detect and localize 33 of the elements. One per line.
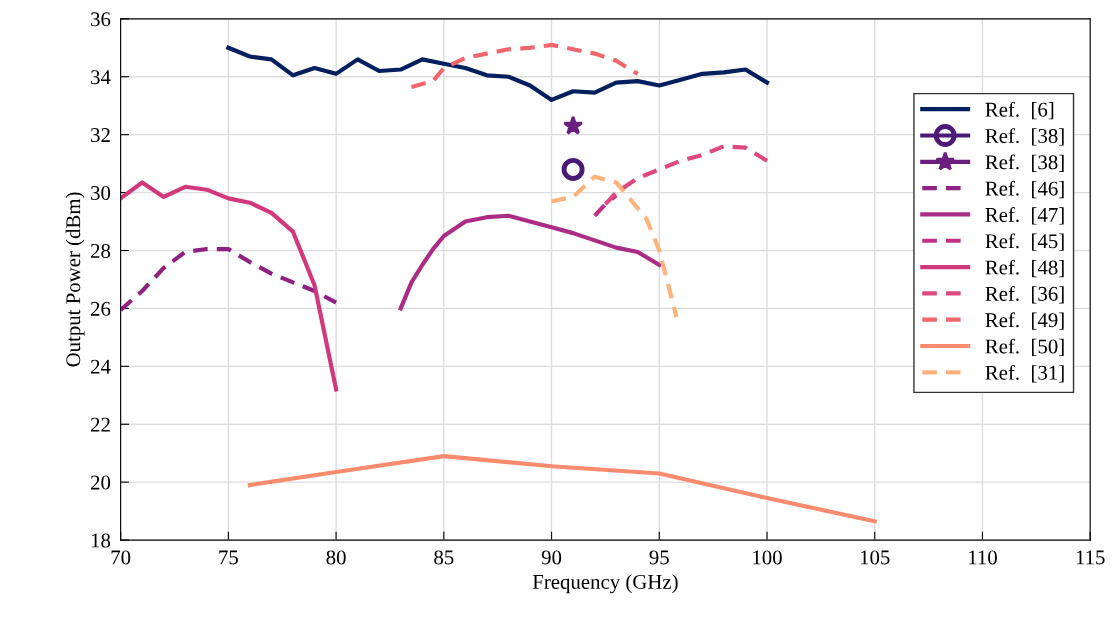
legend-label: Ref. [49] bbox=[985, 312, 1064, 330]
y-tick-label: 24 bbox=[91, 359, 111, 374]
legend-label: Ref. [31] bbox=[985, 364, 1064, 383]
legend-label: Ref. [47] bbox=[985, 207, 1064, 225]
y-tick-label: 20 bbox=[91, 475, 111, 490]
x-tick-label: 95 bbox=[649, 550, 669, 565]
legend-label: Ref. [46] bbox=[985, 180, 1064, 199]
legend-label: Ref. [48] bbox=[985, 259, 1064, 278]
legend-label: Ref. [36] bbox=[985, 286, 1064, 304]
y-axis-title: Output Power (dBm) bbox=[65, 192, 85, 367]
legend-label: Ref. [6] bbox=[985, 101, 1054, 120]
x-tick-label: 80 bbox=[326, 550, 346, 565]
legend-label: Ref. [38] bbox=[985, 128, 1064, 146]
x-tick-label: 90 bbox=[541, 550, 562, 565]
x-tick-label: 100 bbox=[753, 550, 782, 565]
y-tick-label: 36 bbox=[91, 12, 111, 27]
x-tick-label: 75 bbox=[219, 550, 238, 565]
y-tick-label: 34 bbox=[91, 70, 111, 85]
legend-label: Ref. [38] bbox=[985, 154, 1064, 172]
x-axis-title: Frequency (GHz) bbox=[532, 574, 678, 594]
y-tick-label: 28 bbox=[91, 243, 111, 258]
x-tick-label: 85 bbox=[434, 550, 454, 565]
x-tick-label: 110 bbox=[969, 550, 997, 565]
legend-label: Ref. [45] bbox=[985, 233, 1064, 251]
legend-label: Ref. [50] bbox=[985, 338, 1064, 357]
y-tick-label: 30 bbox=[91, 185, 111, 201]
y-tick-label: 32 bbox=[91, 128, 110, 143]
x-tick-label: 105 bbox=[860, 550, 890, 565]
y-tick-label: 22 bbox=[91, 417, 110, 432]
x-tick-label: 115 bbox=[1076, 550, 1105, 565]
y-tick-label: 18 bbox=[91, 533, 111, 548]
x-tick-label: 70 bbox=[111, 550, 131, 565]
y-tick-label: 26 bbox=[91, 301, 111, 316]
